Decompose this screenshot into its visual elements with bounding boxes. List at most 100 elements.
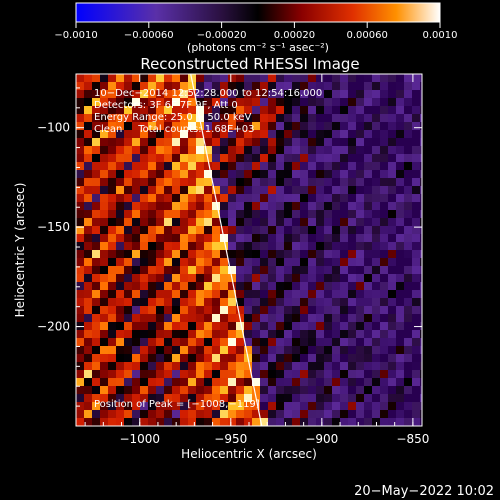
heatmap-cell <box>76 298 85 307</box>
heatmap-cell <box>260 98 269 107</box>
heatmap-cell <box>228 210 237 219</box>
heatmap-cell <box>148 114 157 123</box>
heatmap-cell <box>148 82 157 91</box>
heatmap-cell <box>308 394 317 403</box>
heatmap-cell <box>148 90 157 99</box>
heatmap-cell <box>292 386 301 395</box>
heatmap-cell <box>84 330 93 339</box>
heatmap-cell <box>180 122 189 131</box>
heatmap-cell <box>324 130 333 139</box>
heatmap-cell <box>388 418 397 426</box>
heatmap-cell <box>396 82 405 91</box>
heatmap-cell <box>364 290 373 299</box>
heatmap-cell <box>132 322 141 331</box>
heatmap-cell <box>316 274 325 283</box>
heatmap-cell <box>372 306 381 315</box>
heatmap-cell <box>340 418 349 426</box>
heatmap-cell <box>348 338 357 347</box>
heatmap-cell <box>260 322 269 331</box>
heatmap-cell <box>212 162 221 171</box>
heatmap-cell <box>100 170 109 179</box>
heatmap-cell <box>420 218 422 227</box>
heatmap-cell <box>260 402 269 411</box>
heatmap-cell <box>140 290 149 299</box>
heatmap-cell <box>300 226 309 235</box>
heatmap-cell <box>84 194 93 203</box>
heatmap-cell <box>188 354 197 363</box>
heatmap-cell <box>236 138 245 147</box>
heatmap-cell <box>316 418 325 426</box>
heatmap-cell <box>204 186 213 195</box>
heatmap-cell <box>236 242 245 251</box>
heatmap-cell <box>124 114 133 123</box>
heatmap-cell <box>84 234 93 243</box>
heatmap-cell <box>244 322 253 331</box>
heatmap-cell <box>156 362 165 371</box>
heatmap-cell <box>84 130 93 139</box>
heatmap-cell <box>76 306 85 315</box>
heatmap-cell <box>324 362 333 371</box>
heatmap-cell <box>148 138 157 147</box>
heatmap-cell <box>420 362 422 371</box>
heatmap-cell <box>372 130 381 139</box>
heatmap-cell <box>364 266 373 275</box>
heatmap-cell <box>132 218 141 227</box>
heatmap-cell <box>300 362 309 371</box>
peak-position-label: Position of Peak = [−1008,−119] <box>94 399 260 410</box>
heatmap-cell <box>172 146 181 155</box>
heatmap-cell <box>380 82 389 91</box>
heatmap-cell <box>372 338 381 347</box>
heatmap-cell <box>188 330 197 339</box>
heatmap-cell <box>268 258 277 267</box>
colorbar-gradient <box>75 2 441 23</box>
heatmap-cell <box>236 162 245 171</box>
heatmap-cell <box>284 378 293 387</box>
heatmap-cell <box>124 218 133 227</box>
heatmap-cell <box>220 282 229 291</box>
heatmap-cell <box>76 186 85 195</box>
heatmap-cell <box>140 338 149 347</box>
heatmap-cell <box>188 90 197 99</box>
colorbar-tick-label: −0.00060 <box>124 30 174 41</box>
heatmap-cell <box>124 378 133 387</box>
heatmap-cell <box>76 282 85 291</box>
heatmap-cell <box>92 234 101 243</box>
heatmap-cell <box>164 138 173 147</box>
heatmap-cell <box>324 74 333 83</box>
heatmap-cell <box>188 234 197 243</box>
heatmap-cell <box>84 362 93 371</box>
heatmap-cell <box>372 202 381 211</box>
heatmap-cell <box>372 362 381 371</box>
heatmap-cell <box>324 202 333 211</box>
heatmap-cell <box>332 378 341 387</box>
heatmap-cell <box>204 98 213 107</box>
heatmap-cell <box>380 162 389 171</box>
heatmap-cell <box>324 162 333 171</box>
heatmap-cell <box>380 226 389 235</box>
heatmap-cell <box>156 122 165 131</box>
heatmap-cell <box>180 178 189 187</box>
heatmap-cell <box>316 410 325 419</box>
heatmap-cell <box>100 242 109 251</box>
heatmap-cell <box>348 322 357 331</box>
heatmap-cell <box>316 178 325 187</box>
heatmap-cell <box>260 106 269 115</box>
heatmap-cell <box>388 82 397 91</box>
heatmap-cell <box>236 346 245 355</box>
heatmap-cell <box>380 74 389 83</box>
heatmap-cell <box>148 122 157 131</box>
heatmap-cell <box>388 290 397 299</box>
heatmap-cell <box>236 298 245 307</box>
heatmap-cell <box>236 386 245 395</box>
heatmap-cell <box>356 138 365 147</box>
heatmap-cell <box>188 194 197 203</box>
heatmap-cell <box>84 370 93 379</box>
heatmap-cell <box>260 114 269 123</box>
heatmap-cell <box>332 402 341 411</box>
heatmap-cell <box>140 74 149 83</box>
heatmap-cell <box>236 338 245 347</box>
heatmap-cell <box>164 178 173 187</box>
heatmap-cell <box>84 410 93 419</box>
heatmap-cell <box>340 370 349 379</box>
heatmap-cell <box>108 410 117 419</box>
